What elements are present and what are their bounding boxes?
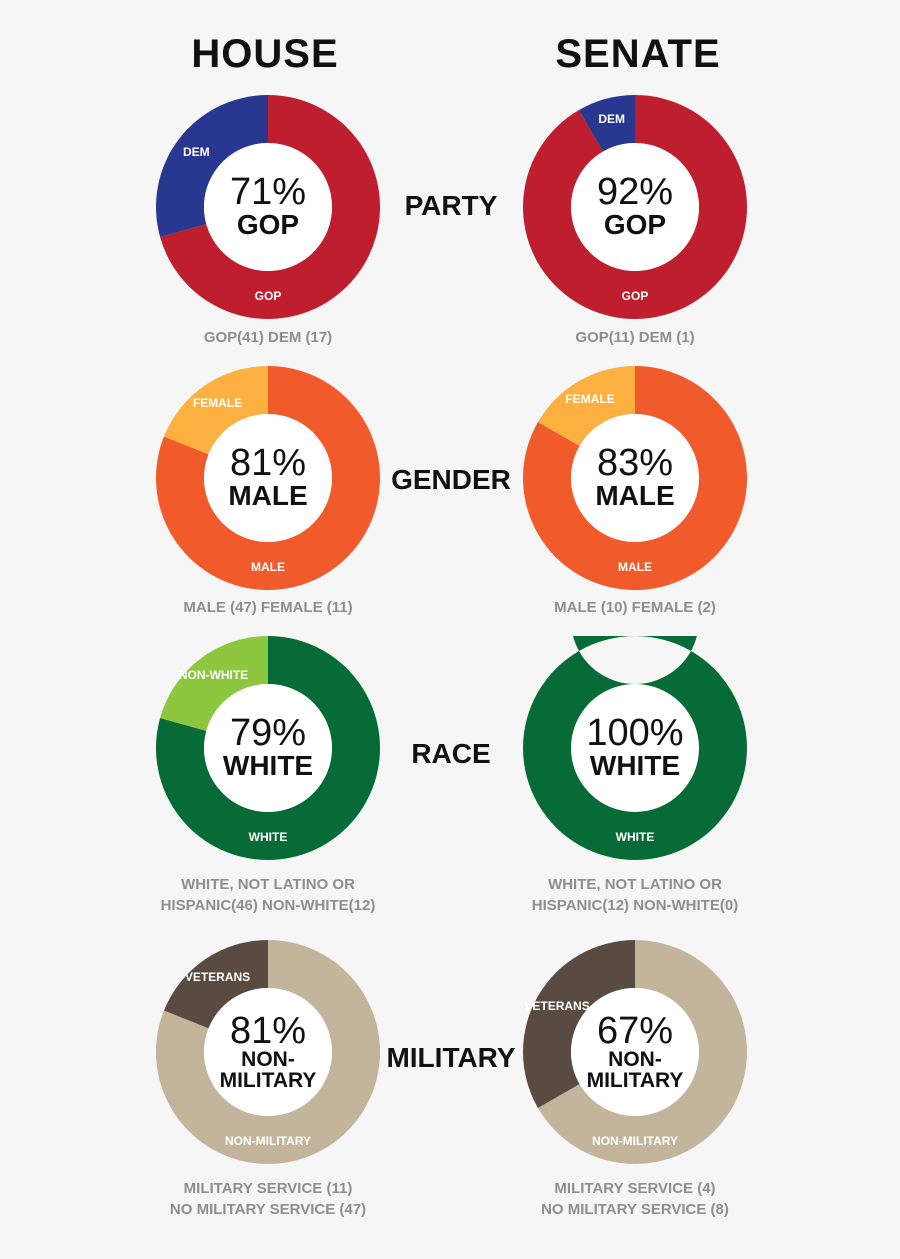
percent-value: 67% xyxy=(596,1010,674,1052)
minor-segment-label: NON-WHITE xyxy=(178,668,249,683)
row-label-race: RACE xyxy=(411,738,491,769)
minor-segment-label: FEMALE xyxy=(192,395,243,410)
major-segment xyxy=(538,940,747,1164)
major-segment-label: GOP xyxy=(254,289,282,303)
caption-line: MALE (10) FEMALE (2) xyxy=(554,599,716,616)
major-segment xyxy=(156,366,380,590)
senate-gender-donut: 83% MALE MALE FEMALE xyxy=(523,366,747,590)
percent-value: 100% xyxy=(586,712,684,754)
caption-line: GOP(11) DEM (1) xyxy=(575,329,695,346)
center-value: 67% NON- MILITARY xyxy=(523,940,747,1164)
major-segment xyxy=(156,636,380,860)
caption-line: GOP(41) DEM (17) xyxy=(203,329,333,346)
center-value: 81% NON- MILITARY xyxy=(156,940,380,1164)
senate-gender-caption: MALE (10) FEMALE (2) xyxy=(495,597,775,618)
house-party-caption: GOP(41) DEM (17) xyxy=(128,327,408,348)
center-label: MALE xyxy=(595,480,675,511)
major-segment-label: NON-MILITARY xyxy=(225,1134,311,1148)
percent-value: 92% xyxy=(596,171,674,213)
minor-segment xyxy=(160,636,268,731)
percent-value: 79% xyxy=(229,712,307,754)
caption-line: NO MILITARY SERVICE (47) xyxy=(169,1201,367,1218)
major-segment xyxy=(156,940,380,1164)
house-military-donut: 81% NON- MILITARY NON-MILITARY VETERANS xyxy=(156,940,380,1164)
minor-segment xyxy=(163,366,268,455)
caption-line: NO MILITARY SERVICE (8) xyxy=(541,1201,729,1218)
center-label: NON- xyxy=(241,1048,295,1071)
center-label: GOP xyxy=(236,209,300,240)
caption-line: HISPANIC(12) NON-WHITE(0) xyxy=(531,897,739,914)
center-value: 92% GOP xyxy=(523,95,747,319)
house-race-caption: WHITE, NOT LATINO OR HISPANIC(46) NON-WHI… xyxy=(128,874,408,916)
caption-line: WHITE, NOT LATINO OR xyxy=(181,876,355,893)
center-value: 71% GOP xyxy=(156,95,380,319)
minor-segment xyxy=(156,95,268,237)
senate-race-donut: 100% WHITE WHITE xyxy=(523,636,747,860)
minor-segment xyxy=(163,940,268,1029)
house-gender-donut: 81% MALE MALE FEMALE xyxy=(156,366,380,590)
minor-segment-label: DEM xyxy=(183,144,210,159)
caption-line: MALE (47) FEMALE (11) xyxy=(183,599,353,616)
caption-line: MILITARY SERVICE (11) xyxy=(183,1180,353,1197)
minor-segment xyxy=(523,940,635,1108)
center-value: 83% MALE xyxy=(523,366,747,590)
house-column-title: HOUSE xyxy=(191,32,339,76)
major-segment-label: GOP xyxy=(621,289,649,303)
minor-segment-label: FEMALE xyxy=(565,392,615,407)
house-race-donut: 79% WHITE WHITE NON-WHITE xyxy=(156,636,380,860)
center-label: MALE xyxy=(228,480,308,511)
center-value: 79% WHITE xyxy=(156,636,380,860)
major-segment xyxy=(523,366,747,590)
senate-party-caption: GOP(11) DEM (1) xyxy=(495,327,775,348)
row-label-gender: GENDER xyxy=(391,464,511,495)
senate-race-caption: WHITE, NOT LATINO OR HISPANIC(12) NON-WHI… xyxy=(495,874,775,916)
minor-segment-label: VETERANS xyxy=(524,999,590,1013)
percent-value: 81% xyxy=(229,1010,307,1052)
center-label: WHITE xyxy=(222,750,314,781)
center-label: NON- xyxy=(608,1048,662,1071)
percent-value: 81% xyxy=(229,442,307,484)
senate-column-title: SENATE xyxy=(555,32,721,76)
minor-segment-label: VETERANS xyxy=(184,969,251,984)
senate-military-donut: 67% NON- MILITARY NON-MILITARY VETERANS xyxy=(523,940,747,1164)
major-segment-label: MALE xyxy=(618,560,652,574)
house-gender-caption: MALE (47) FEMALE (11) xyxy=(128,597,408,618)
major-segment-label: WHITE xyxy=(615,830,655,844)
minor-segment xyxy=(579,95,635,152)
major-segment-label: NON-MILITARY xyxy=(592,1134,678,1148)
minor-segment xyxy=(538,366,635,446)
caption-line: HISPANIC(46) NON-WHITE(12) xyxy=(160,897,376,914)
senate-party-donut: 92% GOP GOP DEM xyxy=(523,95,747,319)
house-party-donut: 71% GOP GOP DEM xyxy=(156,95,380,319)
caption-line: WHITE, NOT LATINO OR xyxy=(548,876,722,893)
center-label: WHITE xyxy=(589,750,681,781)
center-label: MILITARY xyxy=(586,1069,684,1092)
percent-value: 71% xyxy=(229,171,307,213)
major-segment xyxy=(523,95,747,319)
minor-segment-label: DEM xyxy=(598,112,626,127)
center-value: 100% WHITE xyxy=(523,636,747,860)
percent-value: 83% xyxy=(596,442,674,484)
major-segment xyxy=(160,95,380,319)
caption-line: MILITARY SERVICE (4) xyxy=(554,1180,716,1197)
center-label: MILITARY xyxy=(219,1069,317,1092)
senate-military-caption: MILITARY SERVICE (4) NO MILITARY SERVICE … xyxy=(495,1178,775,1220)
major-segment-label: WHITE xyxy=(248,830,288,844)
row-label-military: MILITARY xyxy=(386,1042,516,1073)
house-military-caption: MILITARY SERVICE (11) NO MILITARY SERVICE… xyxy=(128,1178,408,1220)
row-label-party: PARTY xyxy=(404,190,498,221)
center-value: 81% MALE xyxy=(156,366,380,590)
center-label: GOP xyxy=(603,209,667,240)
major-segment-label: MALE xyxy=(251,560,285,574)
